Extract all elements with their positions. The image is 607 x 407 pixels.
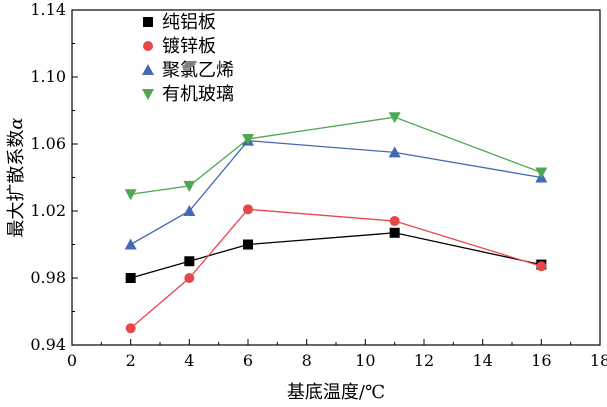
data-point	[388, 146, 401, 158]
legend-marker	[142, 64, 154, 75]
series	[124, 134, 548, 250]
legend-marker	[143, 41, 153, 51]
series	[125, 204, 547, 334]
legend-label: 镀锌板	[162, 36, 216, 57]
data-point	[184, 273, 195, 283]
data-point	[243, 204, 253, 215]
x-tick-label: 0	[67, 351, 77, 370]
data-point	[124, 189, 137, 201]
data-point	[242, 133, 254, 145]
series-line	[130, 208, 542, 329]
y-tick-label: 0.94	[30, 335, 66, 354]
data-point	[536, 261, 547, 272]
y-tick-label: 1.02	[30, 201, 66, 220]
data-point	[389, 227, 400, 238]
data-point	[183, 180, 196, 192]
legend-marker	[142, 89, 154, 100]
x-tick-label: 10	[355, 351, 375, 370]
x-tick-label: 2	[126, 351, 136, 370]
axes: 0 2 4 6 8 10 12 14 16 18 0.94 0.98 1.02 1.06 1.10 1.14	[30, 0, 607, 370]
x-tick-label: 12	[414, 351, 434, 370]
legend-marker	[143, 17, 153, 27]
series-line	[130, 139, 542, 246]
y-tick-label: 1.06	[30, 134, 66, 153]
x-tick-label: 6	[243, 351, 253, 370]
data-point	[124, 238, 137, 250]
y-tick-label: 1.10	[30, 67, 66, 86]
x-tick-label: 8	[302, 351, 312, 370]
x-axis-title: 基底温度/℃	[287, 382, 385, 403]
series-layer	[124, 112, 548, 334]
x-tick-label: 4	[184, 351, 194, 370]
legend-label: 聚氯乙烯	[162, 60, 234, 81]
x-tick-label: 14	[472, 351, 492, 370]
legend-label: 有机玻璃	[162, 84, 234, 105]
plot-frame	[71, 9, 601, 346]
y-tick-label: 0.98	[30, 268, 66, 287]
data-point	[183, 205, 196, 216]
series-line	[130, 232, 542, 279]
data-point	[125, 323, 136, 334]
data-point	[243, 239, 253, 250]
x-tick-label: 18	[590, 351, 607, 370]
data-point	[184, 256, 195, 267]
data-point	[388, 112, 401, 124]
y-axis-title-symbol: α	[6, 117, 27, 129]
series	[124, 112, 548, 201]
x-tick-label: 16	[531, 351, 551, 370]
y-axis-title: 最大扩散系数α	[6, 117, 27, 237]
y-tick-label: 1.14	[30, 0, 66, 19]
data-point	[389, 216, 400, 227]
y-axis-title-text: 最大扩散系数	[6, 130, 27, 238]
data-point	[125, 273, 136, 283]
legend-label: 纯铝板	[162, 12, 216, 33]
data-point	[535, 167, 548, 179]
